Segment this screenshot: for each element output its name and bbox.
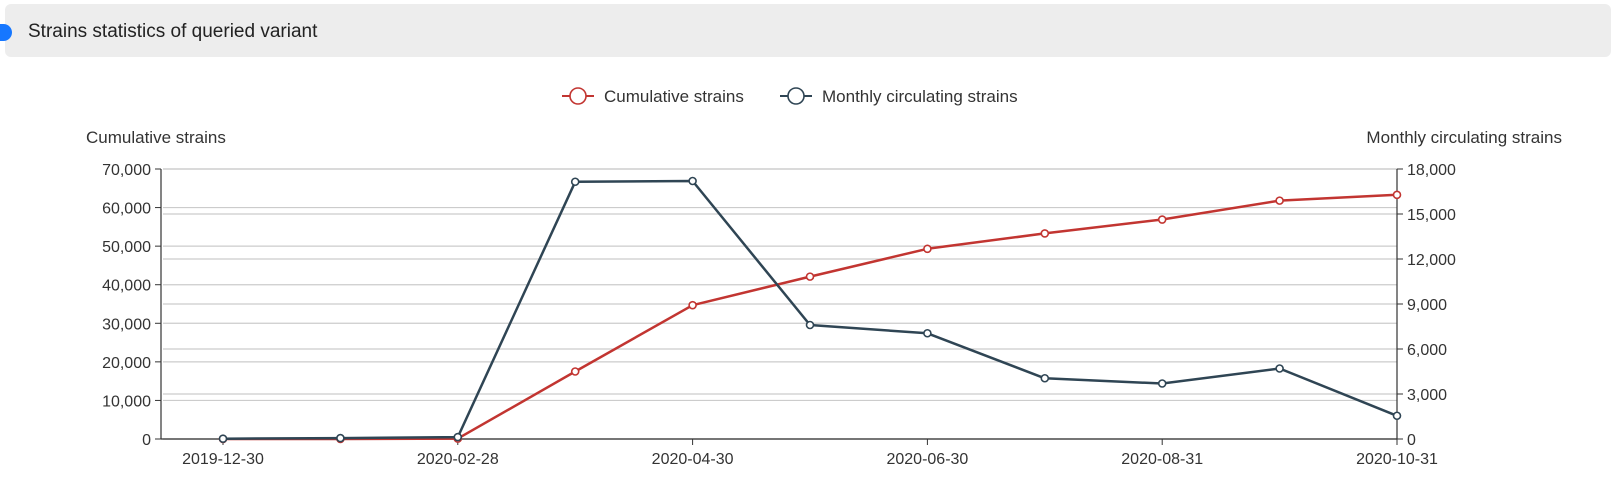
y-left-tick-label: 60,000 [102, 201, 151, 218]
legend-label: Cumulative strains [604, 87, 744, 106]
data-point [1157, 215, 1167, 224]
data-point [805, 272, 815, 281]
y-left-tick-label: 30,000 [102, 316, 151, 333]
data-point [688, 176, 697, 186]
panel-header: Strains statistics of queried variant [0, 4, 1611, 57]
data-point [218, 434, 228, 444]
y-right-axis-label: Monthly circulating strains [1366, 128, 1562, 147]
panel-title: Strains statistics of queried variant [28, 21, 318, 42]
y-right-tick-label: 6,000 [1407, 342, 1447, 359]
legend[interactable]: Cumulative strains Monthly circulating st… [562, 87, 1018, 106]
y-left-axis-label: Cumulative strains [86, 128, 226, 147]
y-right-tick-label: 12,000 [1407, 252, 1456, 269]
legend-marker-icon [569, 87, 587, 105]
x-tick-label: 2020-08-31 [1121, 451, 1203, 468]
y-left-tick-label: 10,000 [102, 393, 151, 410]
data-point [336, 433, 345, 443]
x-tick-label: 2020-02-28 [417, 451, 499, 468]
data-point [1040, 373, 1050, 383]
y-right-tick-label: 3,000 [1407, 387, 1447, 404]
y-right-tick-label: 0 [1407, 432, 1416, 449]
x-tick-label: 2019-12-30 [182, 451, 264, 468]
legend-item-1[interactable]: Monthly circulating strains [780, 87, 1018, 106]
data-point [923, 328, 932, 338]
legend-marker-icon [787, 87, 805, 105]
legend-item-0[interactable]: Cumulative strains [562, 87, 744, 106]
y-right-tick-label: 15,000 [1407, 207, 1456, 224]
y-right-tick-label: 9,000 [1407, 297, 1447, 314]
data-point [688, 300, 697, 310]
data-point [1275, 196, 1284, 205]
data-point [453, 432, 463, 442]
data-point [1040, 229, 1050, 238]
header-marker-icon [0, 24, 12, 41]
y-left-tick-label: 0 [142, 432, 151, 449]
x-tick-label: 2020-10-31 [1356, 451, 1438, 468]
x-tick-label: 2020-04-30 [652, 451, 734, 468]
y-left-tick-label: 20,000 [102, 355, 151, 372]
y-right-tick-label: 18,000 [1407, 162, 1456, 179]
series-line-0 [223, 193, 1398, 441]
y-left-tick-label: 50,000 [102, 239, 151, 256]
data-point [570, 177, 580, 187]
legend-label: Monthly circulating strains [822, 87, 1018, 106]
x-tick-label: 2020-06-30 [886, 451, 968, 468]
axes: 70,000 60,000 50,000 40,000 30,000 20,000 10,0… [102, 162, 1456, 468]
data-point [1275, 364, 1284, 373]
y-left-tick-label: 70,000 [102, 162, 151, 179]
data-point [570, 367, 580, 376]
series [218, 176, 1402, 444]
data-point [1392, 411, 1402, 421]
data-point [805, 320, 815, 330]
data-point [1157, 379, 1167, 388]
data-point [923, 244, 932, 254]
grid-lines [163, 168, 1397, 440]
data-point [1392, 190, 1402, 200]
y-left-tick-label: 40,000 [102, 278, 151, 295]
